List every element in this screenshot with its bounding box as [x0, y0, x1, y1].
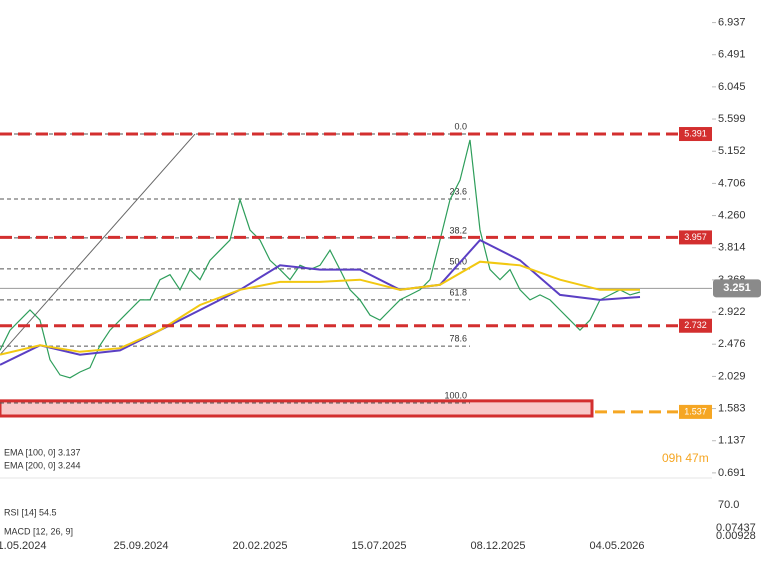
rsi-level: 70.0: [718, 499, 739, 511]
level-tag: [679, 127, 712, 142]
zone: [0, 399, 594, 418]
fib-label: 0.0: [454, 121, 467, 131]
y-tick-label: 1.583: [718, 402, 746, 414]
x-tick-label: 15.07.2025: [351, 540, 406, 552]
price-line: [0, 139, 641, 379]
last-price-label: 3.251: [723, 282, 751, 294]
level-tag: [679, 404, 712, 419]
legend-ema200: EMA [200, 0] 3.244: [4, 460, 81, 470]
y-tick-label: 0.691: [718, 467, 746, 479]
level-label: 1.537: [684, 406, 707, 416]
y-tick-label: 2.922: [718, 306, 746, 318]
y-tick-label: 6.937: [718, 16, 746, 28]
level-tag: [679, 230, 712, 245]
timer: 09h 47m: [662, 451, 709, 465]
level-tag: [679, 318, 712, 333]
y-tick-label: 5.599: [718, 113, 746, 125]
fib-label: 38.2: [449, 225, 467, 235]
y-tick-label: 6.491: [718, 49, 746, 61]
y-tick-label: 2.029: [718, 370, 746, 382]
fib-label: 50.0: [449, 256, 467, 266]
level-label: 5.391: [684, 128, 707, 138]
y-tick-label: 6.045: [718, 81, 746, 93]
macd-label: MACD [12, 26, 9]: [4, 526, 73, 536]
last-price-tag: [713, 279, 761, 298]
x-tick-label: 25.09.2024: [113, 540, 168, 552]
trendline: [0, 133, 196, 356]
x-tick-label: 08.12.2025: [470, 540, 525, 552]
fib-label: 78.6: [449, 333, 467, 343]
macd-tick: 0.00928: [716, 530, 756, 542]
fib-label: 23.6: [449, 186, 467, 196]
level-label: 2.732: [684, 320, 707, 330]
fib-label: 61.8: [449, 287, 467, 297]
ema-line: [0, 238, 641, 366]
fib-label: 100.0: [444, 390, 467, 400]
macd-tick: 0.07437: [716, 522, 756, 534]
y-tick-label: 3.814: [718, 242, 746, 254]
y-tick-label: 5.152: [718, 145, 746, 157]
y-tick-label: 1.137: [718, 435, 746, 447]
x-tick-label: 1.05.2024: [0, 540, 46, 552]
y-tick-label: 2.476: [718, 338, 746, 350]
y-tick-label: 4.706: [718, 177, 746, 189]
legend-ema100: EMA [100, 0] 3.137: [4, 447, 81, 457]
x-tick-label: 20.02.2025: [232, 540, 287, 552]
ema-line: [0, 260, 640, 356]
level-label: 3.957: [684, 232, 707, 242]
rsi-label: RSI [14] 54.5: [4, 507, 57, 517]
x-tick-label: 04.05.2026: [589, 540, 644, 552]
y-tick-label: 4.260: [718, 209, 746, 221]
